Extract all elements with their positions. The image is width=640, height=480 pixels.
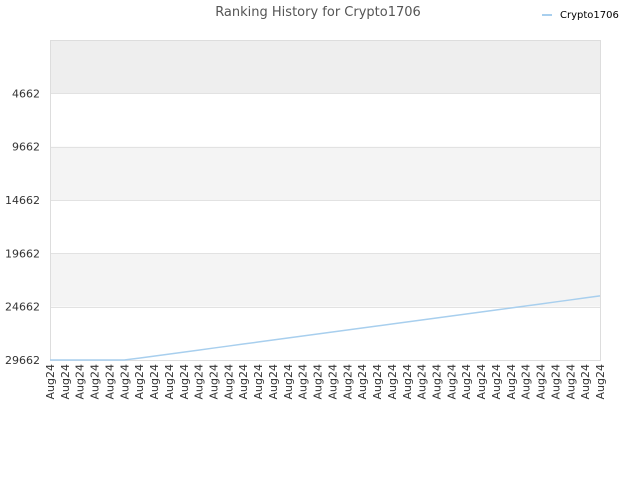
x-tick-label: Aug24 — [356, 364, 369, 399]
x-tick-label: Aug24 — [237, 364, 250, 399]
y-tick-label: 14662 — [5, 194, 40, 207]
x-tick-label: Aug24 — [505, 364, 518, 399]
legend-label: Crypto1706 — [560, 10, 619, 21]
x-tick-label: Aug24 — [445, 364, 458, 399]
plot-frame — [50, 40, 601, 361]
x-tick-label: Aug24 — [282, 364, 295, 399]
plot-band — [50, 40, 600, 94]
x-tick-label: Aug24 — [148, 364, 161, 399]
x-tick-label: Aug24 — [579, 364, 592, 399]
x-tick-label: Aug24 — [341, 364, 354, 399]
x-tick-label: Aug24 — [297, 364, 310, 399]
x-tick-label: Aug24 — [74, 364, 87, 399]
x-tick-label: Aug24 — [44, 364, 57, 399]
x-tick-label: Aug24 — [535, 364, 548, 399]
x-tick-label: Aug24 — [460, 364, 473, 399]
x-tick-label: Aug24 — [193, 364, 206, 399]
plot-band — [50, 146, 600, 200]
x-tick-label: Aug24 — [520, 364, 533, 399]
x-tick-label: Aug24 — [267, 364, 280, 399]
x-tick-label: Aug24 — [178, 364, 191, 399]
x-tick-label: Aug24 — [133, 364, 146, 399]
x-tick-label: Aug24 — [312, 364, 325, 399]
plot-band — [50, 200, 600, 254]
x-tick-label: Aug24 — [208, 364, 221, 399]
y-tick-label: 19662 — [5, 247, 40, 260]
plot-band — [50, 93, 600, 147]
x-tick-label: Aug24 — [163, 364, 176, 399]
y-tick-label: 24662 — [5, 301, 40, 314]
x-tick-label: Aug24 — [416, 364, 429, 399]
x-tick-label: Aug24 — [222, 364, 235, 399]
series-layer — [50, 295, 601, 361]
x-tick-label: Aug24 — [59, 364, 72, 399]
x-tick-label: Aug24 — [430, 364, 443, 399]
y-tick-label: 4662 — [12, 87, 40, 100]
x-tick-label: Aug24 — [89, 364, 102, 399]
chart-title: Ranking History for Crypto1706 — [215, 5, 421, 20]
x-tick-label: Aug24 — [326, 364, 339, 399]
x-tick-label: Aug24 — [118, 364, 131, 399]
x-tick-label: Aug24 — [371, 364, 384, 399]
x-tick-label: Aug24 — [594, 364, 607, 399]
x-tick-label: Aug24 — [475, 364, 488, 399]
x-axis: Aug24 Aug24 Aug24 Aug24 Aug24 Aug24 Aug24 Aug24… — [44, 364, 607, 399]
x-tick-label: Aug24 — [252, 364, 265, 399]
x-tick-label: Aug24 — [103, 364, 116, 399]
series-line — [50, 295, 601, 361]
y-tick-label: 29662 — [5, 354, 40, 367]
y-axis: 4662 9662 14662 19662 24662 29662 — [5, 87, 40, 367]
y-tick-label: 9662 — [12, 141, 40, 154]
x-tick-label: Aug24 — [386, 364, 399, 399]
x-tick-label: Aug24 — [549, 364, 562, 399]
legend: Crypto1706 — [542, 10, 619, 21]
x-tick-label: Aug24 — [490, 364, 503, 399]
x-tick-label: Aug24 — [401, 364, 414, 399]
x-tick-label: Aug24 — [564, 364, 577, 399]
plot-band — [50, 253, 600, 307]
